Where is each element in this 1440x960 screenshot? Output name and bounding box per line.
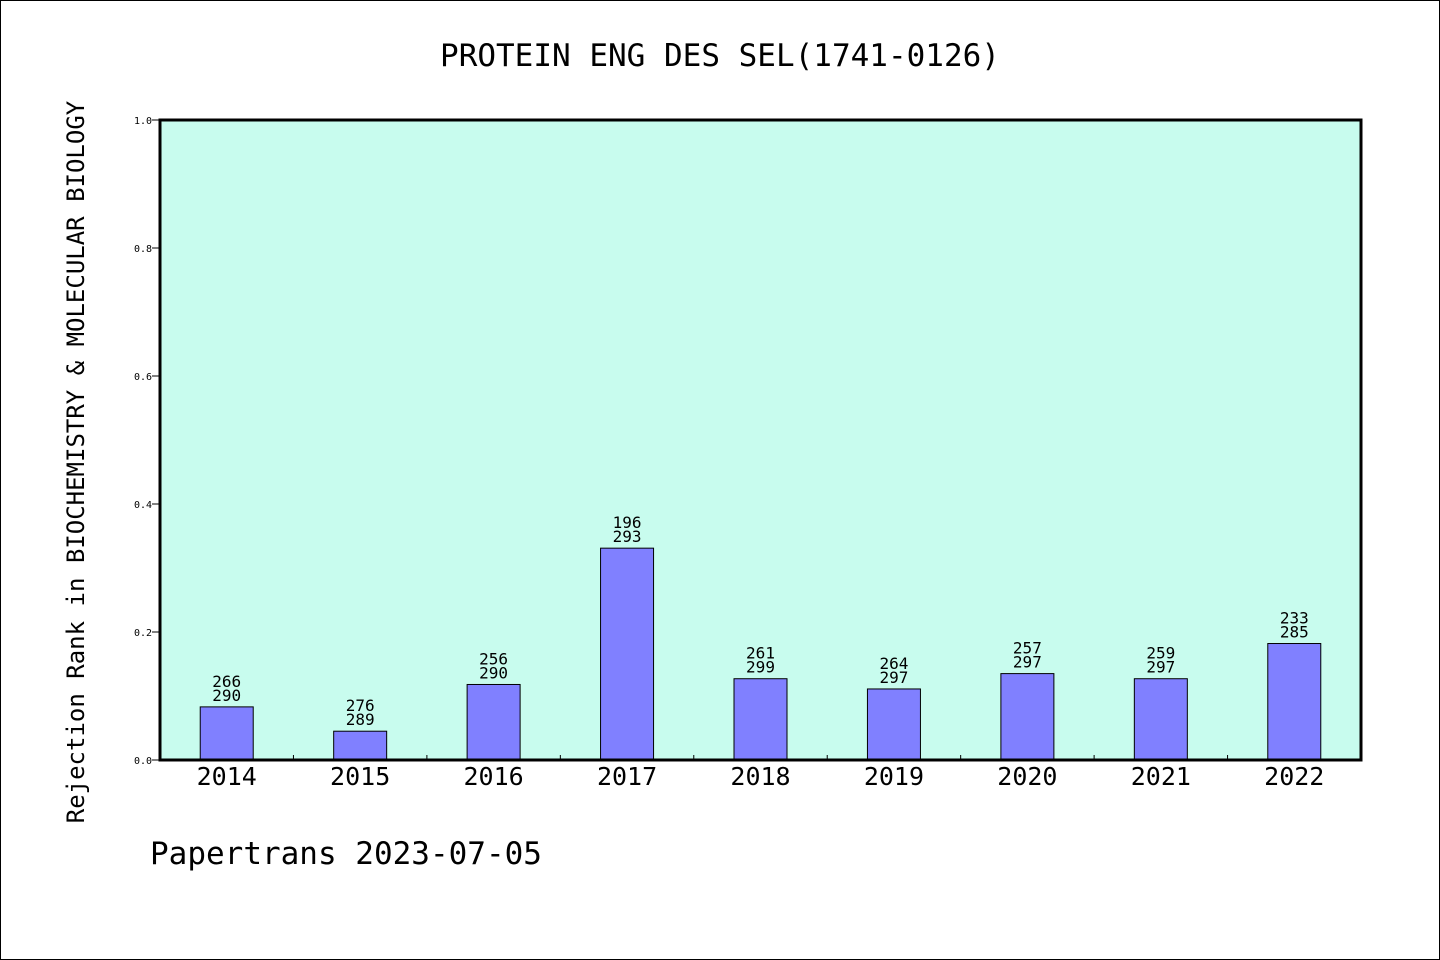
bar-2016 <box>466 683 521 761</box>
x-tick-label: 2020 <box>997 762 1057 791</box>
bar-2015 <box>333 730 388 761</box>
data-label-bottom: 297 <box>1013 653 1042 672</box>
data-label-bottom: 299 <box>746 658 775 677</box>
y-tick-label: 0.4 <box>134 500 152 511</box>
x-tick-label: 2018 <box>730 762 790 791</box>
x-tick-label: 2017 <box>597 762 657 791</box>
x-tick-label: 2021 <box>1131 762 1191 791</box>
x-tick-label: 2022 <box>1264 762 1324 791</box>
data-label-bottom: 289 <box>346 710 375 729</box>
bar-2021 <box>1133 678 1188 761</box>
data-label-bottom: 297 <box>1146 658 1175 677</box>
bar-2018 <box>733 678 788 761</box>
y-tick-label: 0.0 <box>134 756 152 767</box>
data-label-bottom: 297 <box>879 668 908 687</box>
bar-2020 <box>1000 673 1055 761</box>
y-tick-label: 0.6 <box>134 372 152 383</box>
footer-watermark: Papertrans 2023-07-05 <box>150 836 542 872</box>
bar-2019 <box>866 688 921 761</box>
plot-area <box>158 118 1363 762</box>
y-tick-label: 0.8 <box>134 244 152 255</box>
y-axis-label: Rejection Rank in BIOCHEMISTRY & MOLECUL… <box>62 100 90 823</box>
bar-2014 <box>199 706 254 761</box>
data-label-top: 233 <box>1280 609 1309 628</box>
data-label-top: 261 <box>746 644 775 663</box>
data-label-top: 264 <box>879 654 908 673</box>
x-tick-label: 2019 <box>864 762 924 791</box>
bar-2017 <box>600 547 655 761</box>
data-label-bottom: 290 <box>212 686 241 705</box>
y-axis: 0.0 0.2 0.4 0.6 0.8 1.0 <box>134 116 160 767</box>
data-label-top: 276 <box>346 696 375 715</box>
data-label-top: 259 <box>1146 644 1175 663</box>
data-label-bottom: 293 <box>613 527 642 546</box>
bars <box>199 547 1322 761</box>
y-tick-label: 0.2 <box>134 628 152 639</box>
bar-2022 <box>1267 643 1322 761</box>
plot-border <box>158 118 1363 762</box>
data-label-top: 266 <box>212 672 241 691</box>
x-tick-label: 2014 <box>197 762 257 791</box>
x-axis: 2014 2015 2016 2017 2018 2019 2020 2021 2022 <box>197 755 1324 791</box>
data-label-top: 256 <box>479 649 508 668</box>
data-label-top: 196 <box>613 513 642 532</box>
chart-title: PROTEIN ENG DES SEL(1741-0126) <box>440 38 1000 74</box>
x-tick-label: 2016 <box>464 762 524 791</box>
x-tick-label: 2015 <box>330 762 390 791</box>
data-label-bottom: 285 <box>1280 623 1309 642</box>
data-label-bottom: 290 <box>479 663 508 682</box>
y-tick-label: 1.0 <box>134 116 152 127</box>
data-label-top: 257 <box>1013 639 1042 658</box>
